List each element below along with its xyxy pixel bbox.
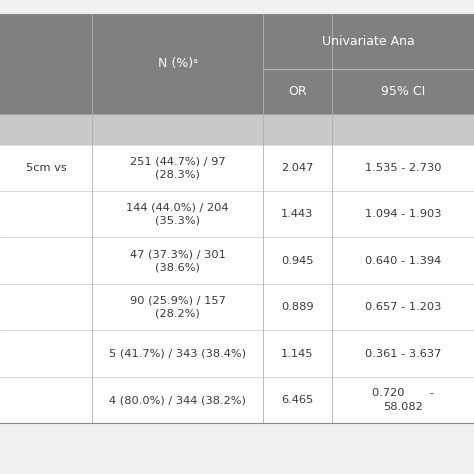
- Text: 0.361 - 3.637: 0.361 - 3.637: [365, 348, 441, 359]
- Bar: [263, 14, 332, 69]
- Bar: [92, 14, 263, 114]
- Bar: [0, 14, 92, 114]
- Bar: [0, 330, 474, 377]
- Text: 4 (80.0%) / 344 (38.2%): 4 (80.0%) / 344 (38.2%): [109, 395, 246, 405]
- Text: 1.094 - 1.903: 1.094 - 1.903: [365, 209, 441, 219]
- Text: Univariate Ana: Univariate Ana: [322, 35, 415, 48]
- Text: 1.443: 1.443: [281, 209, 314, 219]
- Text: 251 (44.7%) / 97
(28.3%): 251 (44.7%) / 97 (28.3%): [130, 156, 226, 179]
- Text: N (%)ᵃ: N (%)ᵃ: [158, 57, 198, 71]
- Bar: [0, 237, 474, 284]
- Text: 90 (25.9%) / 157
(28.2%): 90 (25.9%) / 157 (28.2%): [130, 296, 226, 319]
- Text: 6.465: 6.465: [281, 395, 314, 405]
- Text: 1.535 - 2.730: 1.535 - 2.730: [365, 163, 441, 173]
- Bar: [332, 14, 474, 69]
- Bar: [0, 145, 474, 191]
- Text: 1.145: 1.145: [281, 348, 314, 359]
- Bar: [332, 69, 474, 114]
- Bar: [0, 377, 474, 423]
- Text: 5cm vs: 5cm vs: [26, 163, 66, 173]
- Text: 2.047: 2.047: [281, 163, 314, 173]
- Text: 0.720       -
58.082: 0.720 - 58.082: [372, 389, 434, 411]
- Text: 0.889: 0.889: [281, 302, 314, 312]
- Bar: [0, 191, 474, 237]
- Text: 95% CI: 95% CI: [381, 85, 425, 98]
- Text: 0.657 - 1.203: 0.657 - 1.203: [365, 302, 441, 312]
- Text: 0.640 - 1.394: 0.640 - 1.394: [365, 255, 441, 266]
- Text: 47 (37.3%) / 301
(38.6%): 47 (37.3%) / 301 (38.6%): [130, 249, 226, 272]
- Bar: [0, 284, 474, 330]
- Bar: [0, 423, 474, 474]
- Text: OR: OR: [288, 85, 307, 98]
- Bar: [263, 69, 332, 114]
- Bar: [0, 114, 474, 145]
- Text: 144 (44.0%) / 204
(35.3%): 144 (44.0%) / 204 (35.3%): [127, 203, 229, 226]
- Text: 5 (41.7%) / 343 (38.4%): 5 (41.7%) / 343 (38.4%): [109, 348, 246, 359]
- Text: 0.945: 0.945: [281, 255, 314, 266]
